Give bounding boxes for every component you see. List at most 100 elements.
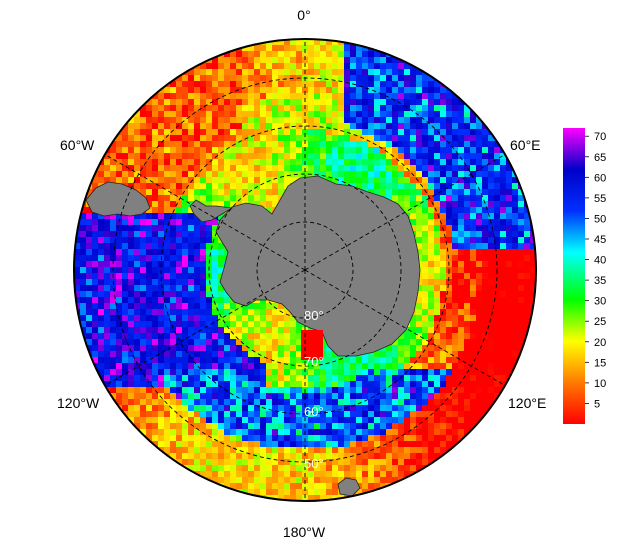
- field-cell: [392, 135, 398, 141]
- field-cell: [92, 225, 98, 231]
- field-cell: [260, 465, 266, 471]
- field-cell: [248, 315, 254, 321]
- field-cell: [164, 369, 170, 375]
- field-cell: [140, 177, 146, 183]
- field-cell: [104, 267, 110, 273]
- field-cell: [362, 123, 368, 129]
- field-cell: [320, 69, 326, 75]
- field-cell: [98, 369, 104, 375]
- field-cell: [206, 429, 212, 435]
- field-cell: [194, 189, 200, 195]
- field-cell: [482, 345, 488, 351]
- field-cell: [236, 417, 242, 423]
- field-cell: [356, 459, 362, 465]
- field-cell: [350, 105, 356, 111]
- field-cell: [242, 321, 248, 327]
- field-cell: [500, 333, 506, 339]
- field-cell: [380, 459, 386, 465]
- field-cell: [188, 165, 194, 171]
- field-cell: [200, 249, 206, 255]
- field-cell: [524, 273, 530, 279]
- field-cell: [362, 99, 368, 105]
- field-cell: [284, 333, 290, 339]
- field-cell: [338, 477, 344, 483]
- field-cell: [188, 465, 194, 471]
- field-cell: [422, 429, 428, 435]
- field-cell: [248, 51, 254, 57]
- field-cell: [380, 135, 386, 141]
- field-cell: [224, 339, 230, 345]
- field-cell: [146, 171, 152, 177]
- field-cell: [242, 393, 248, 399]
- field-cell: [326, 429, 332, 435]
- field-cell: [230, 417, 236, 423]
- field-cell: [272, 57, 278, 63]
- field-cell: [86, 225, 92, 231]
- field-cell: [80, 291, 86, 297]
- field-cell: [506, 285, 512, 291]
- field-cell: [422, 459, 428, 465]
- field-cell: [230, 177, 236, 183]
- field-cell: [296, 369, 302, 375]
- field-cell: [350, 363, 356, 369]
- field-cell: [86, 237, 92, 243]
- field-cell: [224, 195, 230, 201]
- field-cell: [290, 453, 296, 459]
- field-cell: [218, 309, 224, 315]
- field-cell: [362, 117, 368, 123]
- field-cell: [290, 483, 296, 489]
- field-cell: [272, 489, 278, 495]
- field-cell: [422, 117, 428, 123]
- field-cell: [296, 483, 302, 489]
- field-cell: [494, 195, 500, 201]
- field-cell: [110, 327, 116, 333]
- field-cell: [176, 249, 182, 255]
- field-cell: [464, 357, 470, 363]
- field-cell: [242, 471, 248, 477]
- field-cell: [416, 105, 422, 111]
- field-cell: [380, 351, 386, 357]
- field-cell: [170, 189, 176, 195]
- field-cell: [212, 285, 218, 291]
- field-cell: [398, 63, 404, 69]
- field-cell: [356, 123, 362, 129]
- field-cell: [224, 75, 230, 81]
- field-cell: [122, 381, 128, 387]
- field-cell: [488, 165, 494, 171]
- field-cell: [362, 87, 368, 93]
- field-cell: [368, 417, 374, 423]
- field-cell: [266, 477, 272, 483]
- field-cell: [266, 123, 272, 129]
- field-cell: [416, 123, 422, 129]
- field-cell: [446, 231, 452, 237]
- field-cell: [140, 381, 146, 387]
- field-cell: [164, 285, 170, 291]
- field-cell: [158, 327, 164, 333]
- field-cell: [284, 69, 290, 75]
- field-cell: [500, 225, 506, 231]
- field-cell: [410, 87, 416, 93]
- field-cell: [170, 429, 176, 435]
- field-cell: [218, 345, 224, 351]
- field-cell: [380, 357, 386, 363]
- field-cell: [494, 303, 500, 309]
- field-cell: [338, 105, 344, 111]
- field-cell: [230, 477, 236, 483]
- field-cell: [446, 117, 452, 123]
- field-cell: [518, 231, 524, 237]
- field-cell: [290, 129, 296, 135]
- field-cell: [476, 393, 482, 399]
- field-cell: [398, 381, 404, 387]
- field-cell: [470, 231, 476, 237]
- field-cell: [446, 357, 452, 363]
- field-cell: [158, 183, 164, 189]
- field-cell: [80, 321, 86, 327]
- field-cell: [446, 93, 452, 99]
- field-cell: [176, 177, 182, 183]
- field-cell: [458, 129, 464, 135]
- field-cell: [260, 393, 266, 399]
- field-cell: [248, 429, 254, 435]
- field-cell: [158, 123, 164, 129]
- field-cell: [278, 99, 284, 105]
- field-cell: [482, 261, 488, 267]
